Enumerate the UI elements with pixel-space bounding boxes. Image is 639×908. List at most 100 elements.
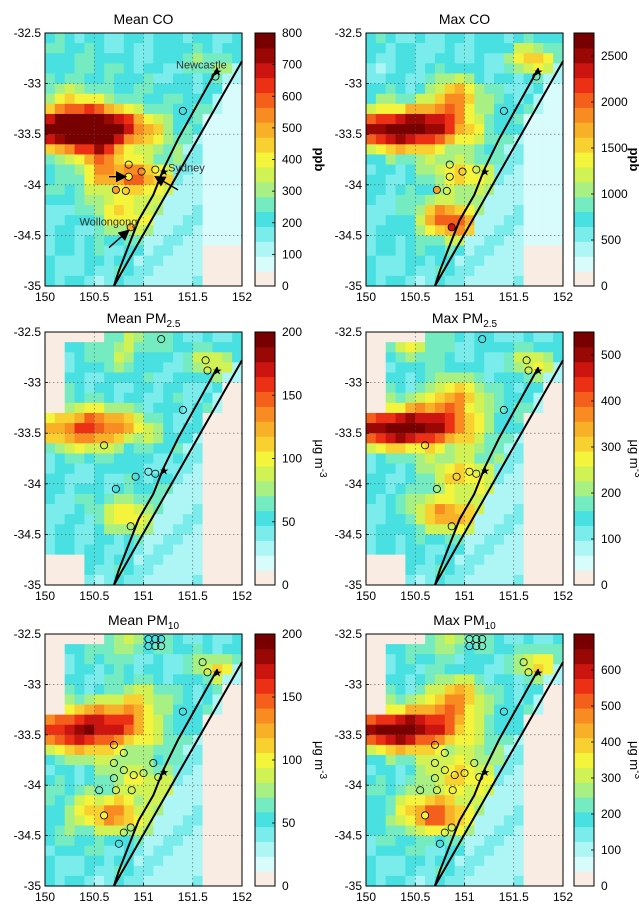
- heatmap-cell: [54, 544, 66, 556]
- heatmap-cell: [212, 754, 223, 766]
- heatmap-cell: [173, 402, 184, 414]
- heatmap-cell: [553, 825, 564, 837]
- heatmap-cell: [153, 63, 164, 75]
- heatmap-cell: [454, 225, 466, 236]
- heatmap-cell: [153, 255, 164, 267]
- heatmap-cell: [202, 754, 214, 766]
- heatmap-cell: [415, 785, 426, 796]
- heatmap-cell: [202, 184, 214, 196]
- heatmap-cell: [405, 412, 416, 424]
- heatmap-cell: [395, 275, 406, 287]
- heatmap-cell: [54, 825, 66, 837]
- y-tick-label: -33.5: [14, 728, 42, 742]
- heatmap-cell: [123, 664, 135, 675]
- heatmap-cell: [212, 473, 223, 485]
- heatmap-cell: [113, 734, 125, 746]
- heatmap-cell: [543, 134, 554, 145]
- heatmap-cell: [133, 704, 145, 716]
- heatmap-cell: [113, 423, 125, 434]
- heatmap-cell: [543, 544, 554, 556]
- heatmap-cell: [464, 352, 475, 363]
- heatmap-cell: [192, 372, 204, 384]
- heatmap-cell: [553, 754, 564, 766]
- heatmap-cell: [513, 524, 525, 535]
- heatmap-cell: [523, 423, 535, 434]
- heatmap-cell: [153, 795, 164, 806]
- heatmap-cell: [74, 103, 85, 115]
- heatmap-cell: [543, 634, 554, 645]
- colorbar-label: ppb: [312, 148, 327, 172]
- heatmap-cell: [104, 704, 115, 716]
- heatmap-cell: [192, 265, 204, 277]
- heatmap-cell: [415, 634, 426, 645]
- heatmap-cell: [553, 144, 564, 156]
- heatmap-cell: [484, 382, 495, 394]
- heatmap-cell: [503, 694, 515, 706]
- site-marker: [472, 165, 481, 174]
- heatmap-cell: [454, 124, 466, 135]
- heatmap-cell: [163, 765, 174, 776]
- heatmap-cell: [84, 765, 95, 776]
- heatmap-cell: [395, 184, 406, 196]
- heatmap-cell: [173, 412, 184, 424]
- heatmap-cell: [464, 865, 475, 877]
- colorbar-bin: [574, 406, 594, 422]
- heatmap-cell: [173, 352, 184, 363]
- heatmap-cell: [202, 855, 214, 867]
- heatmap-cell: [143, 514, 154, 525]
- heatmap-cell: [474, 785, 485, 796]
- y-tick-label: -32.5: [335, 325, 363, 339]
- heatmap-cell: [454, 174, 466, 186]
- heatmap-cell: [153, 73, 164, 85]
- heatmap-cell: [523, 534, 535, 546]
- heatmap-cell: [212, 765, 223, 776]
- heatmap-cell: [444, 795, 456, 806]
- heatmap-cell: [434, 205, 446, 216]
- heatmap-cell: [503, 674, 515, 685]
- heatmap-cell: [553, 194, 564, 206]
- colorbar-bin: [255, 391, 275, 407]
- heatmap-cell: [104, 534, 115, 546]
- heatmap-cell: [182, 235, 194, 247]
- heatmap-cell: [74, 734, 85, 746]
- site-marker: [151, 642, 160, 651]
- colorbar-label: μg m-3: [627, 439, 639, 478]
- city-star-icon: ★: [480, 167, 490, 179]
- heatmap-cell: [464, 154, 475, 166]
- heatmap-cell: [202, 225, 214, 236]
- heatmap-cell: [474, 855, 485, 867]
- heatmap-cells: [366, 634, 564, 887]
- heatmap-cell: [104, 63, 115, 75]
- heatmap-cell: [366, 504, 377, 515]
- heatmap-cell: [74, 554, 85, 566]
- heatmap-cell: [494, 785, 505, 796]
- heatmap-cell: [543, 574, 554, 586]
- coastline: [112, 60, 243, 287]
- heatmap-cell: [494, 453, 505, 465]
- heatmap-cell: [212, 544, 223, 556]
- colorbar-bin: [574, 811, 594, 828]
- heatmap-cell: [104, 835, 115, 847]
- heatmap-cell: [484, 225, 495, 236]
- heatmap-cell: [395, 694, 406, 706]
- heatmap-cell: [533, 453, 544, 465]
- heatmap-cell: [94, 714, 105, 726]
- heatmap-cell: [444, 754, 456, 766]
- heatmap-cell: [375, 124, 387, 135]
- heatmap-cell: [553, 215, 564, 226]
- heatmap-cell: [104, 332, 115, 343]
- heatmap-cell: [366, 225, 377, 236]
- heatmap-cell: [366, 245, 377, 257]
- heatmap-cell: [553, 154, 564, 166]
- heatmap-cell: [415, 113, 426, 125]
- heatmap-cell: [533, 765, 544, 776]
- heatmap-cell: [464, 43, 475, 54]
- heatmap-cell: [434, 795, 446, 806]
- heatmap-cell: [464, 443, 475, 455]
- heatmap-cell: [553, 382, 564, 394]
- heatmap-cell: [484, 674, 495, 685]
- heatmap-cell: [212, 184, 223, 196]
- heatmap-cell: [513, 332, 525, 343]
- heatmap-cell: [523, 724, 535, 736]
- heatmap-cell: [104, 734, 115, 746]
